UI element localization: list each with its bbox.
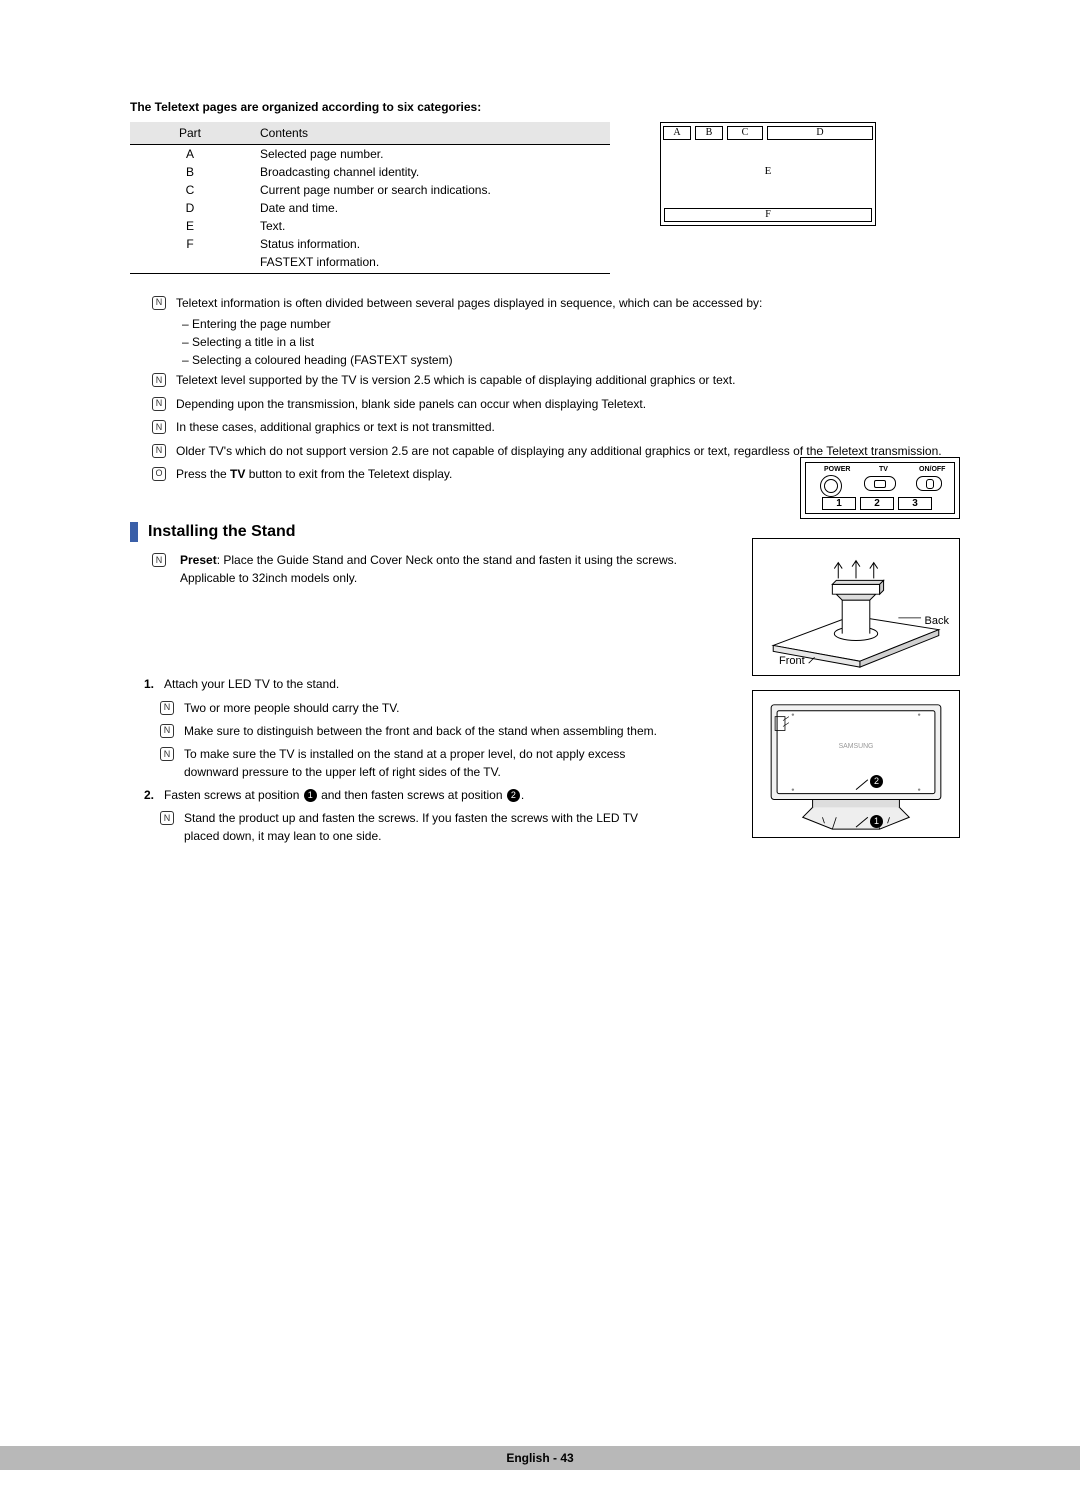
tv-svg-icon: SAMSUNG bbox=[753, 691, 959, 837]
note-icon: N bbox=[152, 444, 166, 458]
note-suffix: button to exit from the Teletext display… bbox=[245, 467, 452, 481]
table-row: BBroadcasting channel identity. bbox=[130, 163, 610, 181]
remote-diagram: POWER TV ON/OFF 1 2 3 bbox=[800, 457, 960, 519]
cell-part: D bbox=[130, 199, 250, 217]
table-row: EText. bbox=[130, 217, 610, 235]
sub-note-text: To make sure the TV is installed on the … bbox=[184, 746, 660, 781]
page-footer: English - 43 bbox=[0, 1446, 1080, 1470]
note-bold-tv: TV bbox=[230, 467, 245, 481]
cell-part: C bbox=[130, 181, 250, 199]
step2-suffix: . bbox=[521, 788, 524, 802]
table-row: DDate and time. bbox=[130, 199, 610, 217]
step-text: Fasten screws at position 1 and then fas… bbox=[164, 787, 524, 804]
remote-tv-label: TV bbox=[879, 466, 888, 473]
circle-2-icon: 2 bbox=[507, 789, 520, 802]
remote-power-button-icon bbox=[820, 475, 842, 497]
step2-mid: and then fasten screws at position bbox=[318, 788, 506, 802]
note-icon: N bbox=[160, 701, 174, 715]
cell-part: F bbox=[130, 235, 250, 253]
note-icon: N bbox=[152, 296, 166, 310]
cell-content: Date and time. bbox=[250, 199, 610, 217]
tv-figure: SAMSUNG 2 1 bbox=[752, 690, 960, 838]
preset-bold: Preset bbox=[180, 553, 217, 567]
remote-num-2: 2 bbox=[860, 497, 894, 510]
table-row: FASTEXT information. bbox=[130, 253, 610, 274]
step-num: 2. bbox=[130, 787, 154, 804]
parts-table: Part Contents ASelected page number. BBr… bbox=[130, 122, 610, 274]
sub-note-text: Make sure to distinguish between the fro… bbox=[184, 723, 657, 740]
cell-content: Text. bbox=[250, 217, 610, 235]
table-row: ASelected page number. bbox=[130, 145, 610, 164]
col-contents: Contents bbox=[250, 122, 610, 145]
tt-cell-e: E bbox=[661, 165, 875, 177]
notes-block: N Teletext information is often divided … bbox=[130, 292, 960, 486]
remote-power-label: POWER bbox=[824, 466, 850, 473]
note-icon: N bbox=[152, 420, 166, 434]
svg-text:SAMSUNG: SAMSUNG bbox=[839, 744, 874, 751]
preset-body: : Place the Guide Stand and Cover Neck o… bbox=[180, 553, 677, 584]
table-row: FStatus information. bbox=[130, 235, 610, 253]
remote-onoff-button-icon bbox=[916, 476, 942, 491]
tt-cell-b: B bbox=[695, 126, 723, 140]
cell-content: Status information. bbox=[250, 235, 610, 253]
tt-cell-d: D bbox=[767, 126, 873, 140]
circle-1-icon: 1 bbox=[304, 789, 317, 802]
footer-lang: English bbox=[506, 1451, 549, 1465]
footer-sep: - bbox=[550, 1451, 561, 1465]
section-accent-bar bbox=[130, 522, 138, 542]
note-text: Teletext level supported by the TV is ve… bbox=[176, 372, 735, 389]
table-row: CCurrent page number or search indicatio… bbox=[130, 181, 610, 199]
cell-content: FASTEXT information. bbox=[250, 253, 610, 274]
stand-label-back: Back bbox=[925, 615, 949, 627]
cell-part bbox=[130, 253, 250, 274]
cell-part: E bbox=[130, 217, 250, 235]
tt-cell-c: C bbox=[727, 126, 763, 140]
remote-onoff-label: ON/OFF bbox=[919, 466, 945, 473]
footer-page: 43 bbox=[560, 1451, 573, 1465]
note-icon: N bbox=[152, 373, 166, 387]
teletext-diagram: A B C D E F bbox=[660, 122, 876, 226]
tt-cell-f: F bbox=[664, 208, 872, 222]
col-part: Part bbox=[130, 122, 250, 145]
note-icon: N bbox=[160, 811, 174, 825]
install-list: 1. Attach your LED TV to the stand. N Tw… bbox=[130, 673, 660, 848]
top-row: Part Contents ASelected page number. BBr… bbox=[130, 122, 960, 274]
stand-label-front: Front bbox=[779, 655, 805, 667]
note-icon: N bbox=[152, 553, 166, 567]
table-header-row: Part Contents bbox=[130, 122, 610, 145]
stand-figure: Back Front bbox=[752, 538, 960, 676]
step2-prefix: Fasten screws at position bbox=[164, 788, 303, 802]
categories-heading: The Teletext pages are organized accordi… bbox=[130, 100, 960, 114]
section-title: Installing the Stand bbox=[148, 523, 296, 541]
note-text: Press the TV button to exit from the Tel… bbox=[176, 466, 452, 483]
note-icon: N bbox=[160, 724, 174, 738]
cell-content: Current page number or search indication… bbox=[250, 181, 610, 199]
cell-content: Selected page number. bbox=[250, 145, 610, 164]
step-num: 1. bbox=[130, 676, 154, 693]
note-icon: N bbox=[160, 747, 174, 761]
remote-note-icon: O bbox=[152, 467, 166, 481]
note-icon: N bbox=[152, 397, 166, 411]
note-prefix: Press the bbox=[176, 467, 230, 481]
note-text: In these cases, additional graphics or t… bbox=[176, 419, 495, 436]
cell-content: Broadcasting channel identity. bbox=[250, 163, 610, 181]
cell-part: A bbox=[130, 145, 250, 164]
sub-note-text: Stand the product up and fasten the scre… bbox=[184, 810, 660, 845]
remote-num-1: 1 bbox=[822, 497, 856, 510]
remote-num-3: 3 bbox=[898, 497, 932, 510]
step-text: Attach your LED TV to the stand. bbox=[164, 676, 339, 693]
note-text: Depending upon the transmission, blank s… bbox=[176, 396, 646, 413]
note-text: Teletext information is often divided be… bbox=[176, 295, 762, 312]
remote-tv-button-icon bbox=[864, 476, 896, 491]
tt-cell-a: A bbox=[663, 126, 691, 140]
preset-text: Preset: Place the Guide Stand and Cover … bbox=[180, 552, 690, 587]
dash-item: Entering the page number bbox=[182, 315, 960, 333]
dash-item: Selecting a coloured heading (FASTEXT sy… bbox=[182, 351, 960, 369]
sub-note-text: Two or more people should carry the TV. bbox=[184, 700, 399, 717]
cell-part: B bbox=[130, 163, 250, 181]
dash-item: Selecting a title in a list bbox=[182, 333, 960, 351]
